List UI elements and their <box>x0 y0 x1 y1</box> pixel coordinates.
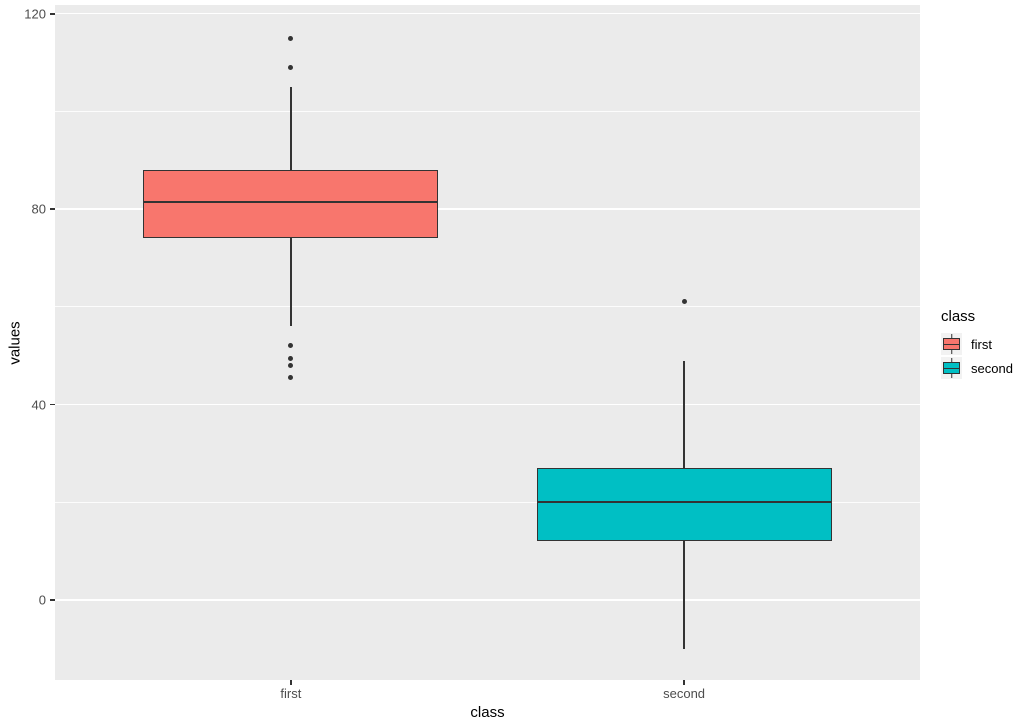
whisker-lower-second <box>683 541 685 649</box>
y-tick-mark <box>50 599 55 601</box>
x-axis-title: class <box>470 704 505 721</box>
legend-entry-second: second <box>941 357 1013 379</box>
legend: class first second <box>941 308 1013 381</box>
legend-key-median <box>943 343 960 345</box>
median-first <box>143 200 439 204</box>
outlier-dot <box>288 362 294 368</box>
y-tick-label: 40 <box>31 397 46 413</box>
outlier-dot <box>288 355 294 361</box>
whisker-upper-second <box>683 360 685 468</box>
whisker-upper-first <box>290 87 292 171</box>
outlier-dot <box>288 35 294 41</box>
y-tick-mark <box>50 208 55 210</box>
gridline-minor <box>55 306 920 308</box>
legend-key-median <box>943 367 960 369</box>
gridline-major <box>55 599 920 601</box>
legend-label: second <box>971 360 1013 376</box>
gridline-major <box>55 208 920 210</box>
outlier-dot <box>288 375 294 381</box>
x-tick-mark <box>290 680 292 685</box>
outlier-dot <box>288 343 294 349</box>
y-axis-title: values <box>6 320 24 365</box>
x-tick-mark <box>683 680 685 685</box>
legend-key-second <box>941 357 962 379</box>
legend-entry-first: first <box>941 333 1013 355</box>
whisker-lower-first <box>290 238 292 327</box>
gridline-major <box>55 13 920 15</box>
legend-label: first <box>971 336 992 352</box>
gridline-major <box>55 403 920 406</box>
gridline-minor <box>55 110 920 112</box>
plot-panel <box>55 5 920 680</box>
y-tick-label: 0 <box>38 592 46 608</box>
box-second <box>536 468 832 542</box>
y-tick-mark <box>50 13 55 15</box>
median-second <box>536 500 832 504</box>
legend-title: class <box>941 308 976 325</box>
y-tick-label: 120 <box>24 6 46 22</box>
x-tick-label: first <box>280 686 302 701</box>
outlier-dot <box>681 299 687 305</box>
gridline-minor <box>55 501 920 503</box>
outlier-dot <box>288 65 294 71</box>
y-tick-mark <box>50 403 55 406</box>
legend-key-first <box>941 333 962 355</box>
legend-entries: first second <box>941 333 1013 379</box>
x-tick-label: second <box>663 686 706 701</box>
box-first <box>143 170 439 239</box>
y-tick-label: 80 <box>31 201 46 217</box>
